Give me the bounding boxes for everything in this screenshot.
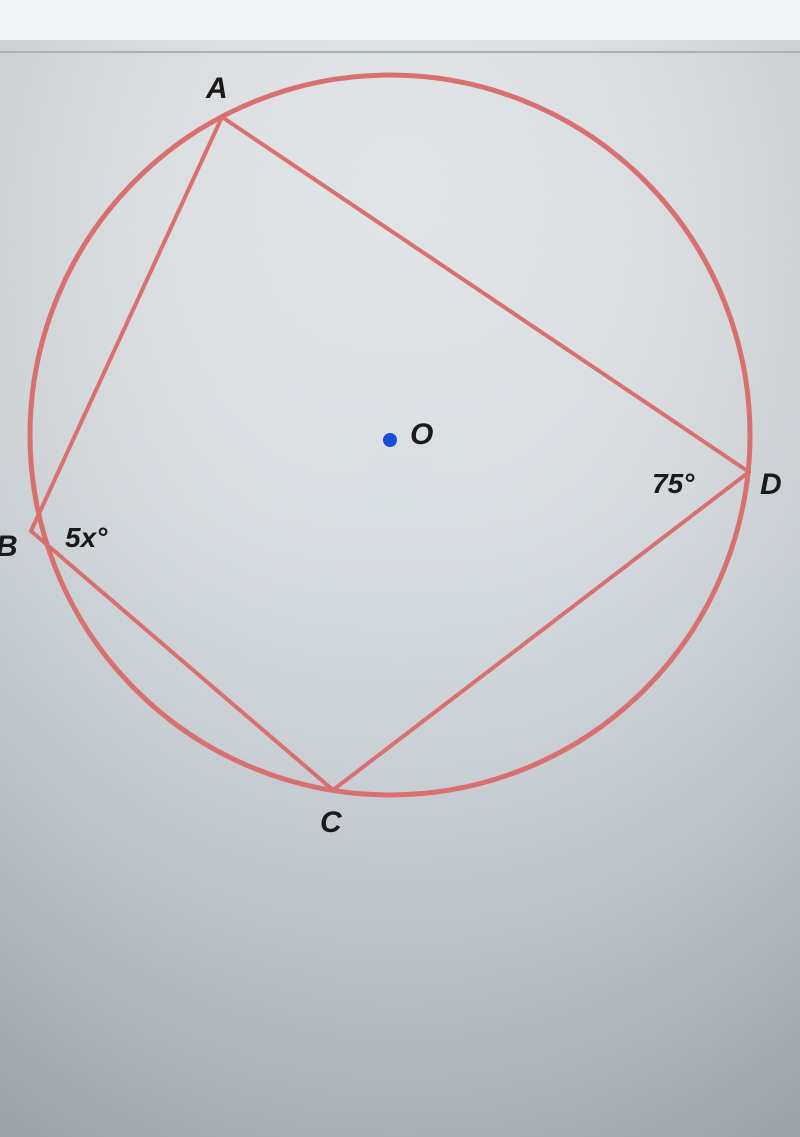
angle-label-b: 5x° [65, 522, 107, 554]
vertex-label-d: D [760, 468, 782, 502]
vertex-label-c: C [320, 806, 342, 840]
diagram-svg [0, 0, 800, 1137]
vertex-label-a: A [206, 72, 228, 106]
geometry-diagram: A B C D O 5x° 75° [0, 0, 800, 1137]
angle-label-d: 75° [652, 468, 694, 500]
center-point [383, 433, 397, 447]
vertex-label-b: B [0, 530, 18, 564]
center-label-o: O [410, 418, 433, 452]
